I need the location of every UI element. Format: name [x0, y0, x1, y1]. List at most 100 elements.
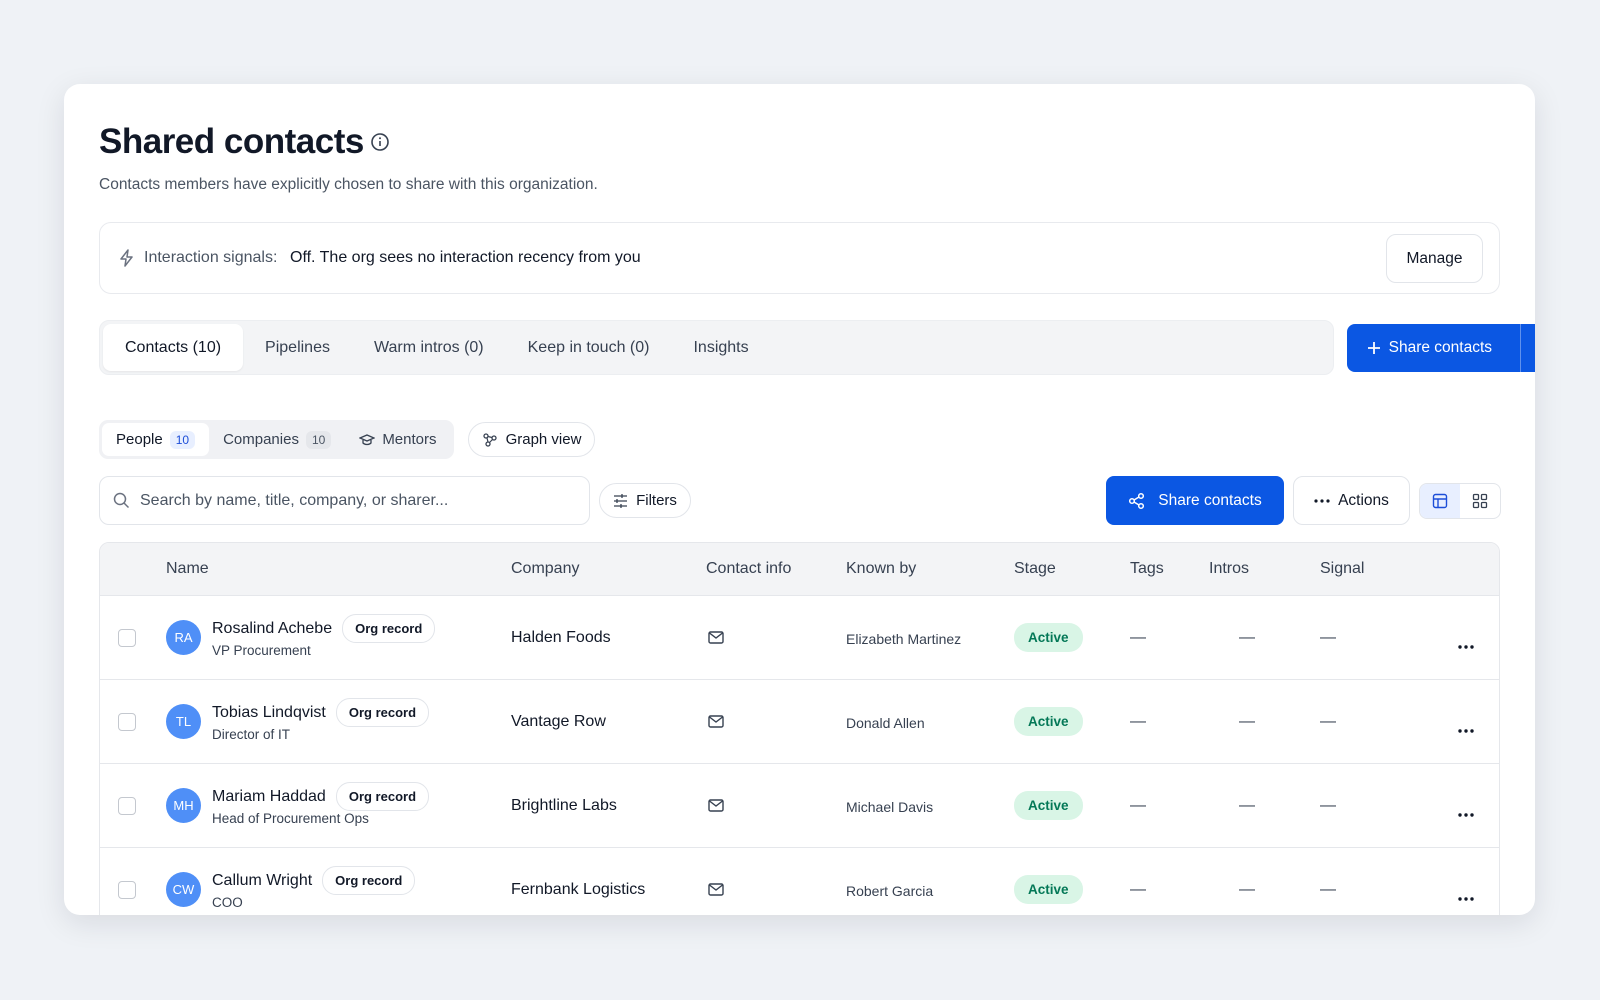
row-menu[interactable]: [1458, 720, 1474, 738]
segment-count: 10: [305, 430, 332, 449]
signals-status: Off. The org sees no interaction recency…: [290, 249, 641, 266]
company: Fernbank Logistics: [511, 881, 646, 898]
tab[interactable]: Insights: [693, 338, 749, 356]
tab[interactable]: Contacts (10): [103, 324, 244, 371]
column-header: Signal: [1320, 560, 1365, 577]
segment-label: People: [116, 431, 163, 448]
row-menu[interactable]: [1458, 636, 1474, 654]
avatar: RA: [166, 620, 201, 655]
tags: —: [1130, 881, 1146, 898]
stage-pill: Active: [1014, 875, 1083, 904]
info-icon[interactable]: [370, 132, 390, 152]
intros: —: [1239, 713, 1255, 730]
dots-icon: [1458, 897, 1474, 901]
contact-title: Director of IT: [212, 727, 291, 742]
known-by: Michael Davis: [846, 799, 934, 815]
plus-icon: [1367, 342, 1380, 354]
segment-label: Mentors: [382, 431, 437, 448]
tab-bar: Contacts (10) Pipelines Warm intros (0) Kee…: [99, 320, 1334, 375]
contact-name[interactable]: Rosalind Achebe: [212, 619, 333, 637]
share-label: Share contacts: [1158, 491, 1262, 509]
table-row: CW Callum Wright Org record COO Fernbank Log…: [100, 848, 1499, 915]
contact-info[interactable]: [708, 631, 724, 649]
row-checkbox[interactable]: [118, 797, 136, 815]
segment-control: People 10 Companies 10 Mentors: [99, 420, 454, 459]
cap-icon: [359, 433, 376, 445]
graph-view-button[interactable]: Graph view: [468, 422, 595, 457]
known-by: Robert Garcia: [846, 883, 934, 899]
contact-name[interactable]: Tobias Lindqvist: [212, 703, 326, 721]
subtitle: Contacts members have explicitly chosen …: [99, 176, 598, 193]
table-view-button[interactable]: [1420, 484, 1460, 518]
dots-icon: [1458, 729, 1474, 733]
name-line: Rosalind Achebe Org record: [212, 614, 436, 643]
share-contacts-button[interactable]: Share contacts: [1106, 476, 1284, 525]
graph-view-label: Graph view: [505, 431, 582, 448]
column-header: Stage: [1014, 560, 1056, 577]
graph-icon: [482, 432, 497, 447]
stage-pill: Active: [1014, 707, 1083, 736]
segment[interactable]: Mentors: [345, 423, 450, 456]
contact-name[interactable]: Callum Wright: [212, 871, 313, 889]
table-row: RA Rosalind Achebe Org record VP Procuremen…: [100, 596, 1499, 680]
row-menu[interactable]: [1458, 888, 1474, 906]
contact-info[interactable]: [708, 883, 724, 901]
column-header: Known by: [846, 560, 917, 577]
company: Halden Foods: [511, 629, 611, 646]
signals-banner: Interaction signals: Off. The org sees n…: [99, 222, 1500, 294]
grid-icon: [1472, 493, 1488, 509]
known-by: Donald Allen: [846, 715, 925, 731]
row-checkbox[interactable]: [118, 629, 136, 647]
intros: —: [1239, 629, 1255, 646]
segment[interactable]: Companies 10: [209, 423, 345, 456]
button-label: Share contacts: [1388, 339, 1493, 356]
signals-label: Interaction signals:: [144, 249, 278, 266]
tags: —: [1130, 713, 1146, 730]
segment-label: Companies: [223, 431, 299, 448]
contact-info[interactable]: [708, 799, 724, 817]
search-input[interactable]: Search by name, title, company, or share…: [99, 476, 590, 525]
segment-count: 10: [169, 430, 196, 449]
mail-icon: [708, 715, 724, 728]
share-icon: [1129, 492, 1145, 509]
share-contacts-primary[interactable]: Share contacts: [1347, 324, 1512, 372]
table-header: Name Company Contact info Known by Stage Tags…: [100, 543, 1499, 596]
actions-button[interactable]: Actions: [1293, 476, 1410, 525]
row-menu[interactable]: [1458, 804, 1474, 822]
org-badge: Org record: [342, 614, 436, 643]
mail-icon: [708, 883, 724, 896]
org-badge: Org record: [322, 866, 416, 895]
company: Brightline Labs: [511, 797, 617, 814]
row-checkbox[interactable]: [118, 713, 136, 731]
view-toggle: [1419, 483, 1501, 519]
signal: —: [1320, 629, 1336, 646]
table-row: MH Mariam Haddad Org record Head of Procure…: [100, 764, 1499, 848]
filters-button[interactable]: Filters: [599, 483, 691, 518]
contact-name[interactable]: Mariam Haddad: [212, 787, 326, 805]
tab[interactable]: Warm intros (0): [373, 338, 484, 356]
share-dropdown[interactable]: [1519, 324, 1535, 372]
mail-icon: [708, 631, 724, 644]
grid-view-button[interactable]: [1460, 484, 1500, 518]
manage-button[interactable]: Manage: [1386, 234, 1483, 283]
search-placeholder: Search by name, title, company, or share…: [140, 491, 449, 509]
intros: —: [1239, 881, 1255, 898]
row-checkbox[interactable]: [118, 881, 136, 899]
table-icon: [1432, 493, 1448, 509]
signal: —: [1320, 881, 1336, 898]
stage-pill: Active: [1014, 623, 1083, 652]
contact-title: COO: [212, 895, 243, 910]
segment[interactable]: People 10: [102, 423, 210, 456]
tab[interactable]: Keep in touch (0): [527, 338, 650, 356]
tab[interactable]: Pipelines: [265, 338, 330, 356]
name-line: Callum Wright Org record: [212, 866, 416, 895]
avatar: MH: [166, 788, 201, 823]
filters-label: Filters: [636, 492, 677, 509]
known-by: Elizabeth Martinez: [846, 631, 962, 647]
filters-icon: [614, 493, 628, 508]
avatar: TL: [166, 704, 201, 739]
company: Vantage Row: [511, 713, 606, 730]
contact-info[interactable]: [708, 715, 724, 733]
